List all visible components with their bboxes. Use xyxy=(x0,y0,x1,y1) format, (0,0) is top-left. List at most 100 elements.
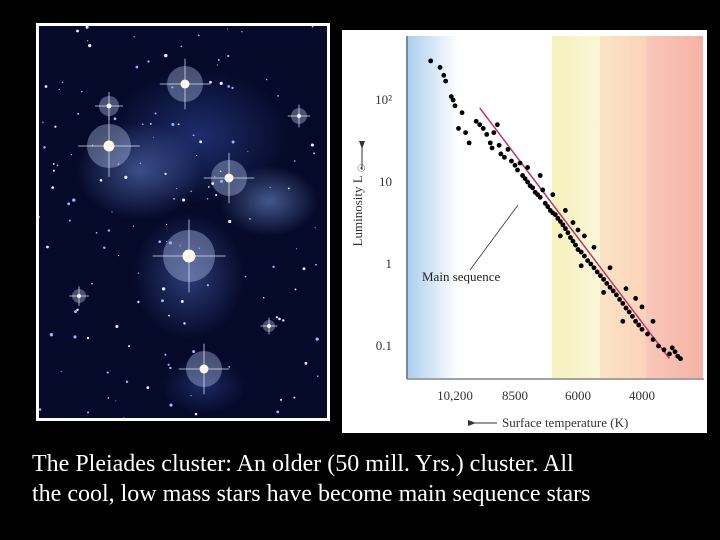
faint-star xyxy=(171,86,174,89)
faint-star xyxy=(73,335,77,339)
data-point xyxy=(540,187,546,193)
faint-star xyxy=(39,215,41,219)
data-point xyxy=(604,280,610,286)
data-point xyxy=(617,297,622,302)
faint-star xyxy=(314,227,316,229)
faint-star xyxy=(123,416,125,418)
faint-star xyxy=(313,152,316,155)
faint-star xyxy=(294,288,297,291)
faint-star xyxy=(153,136,154,138)
faint-star xyxy=(87,411,90,414)
y-tick-label: 10 xyxy=(379,174,392,189)
data-point xyxy=(570,238,576,244)
data-point xyxy=(441,72,447,78)
faint-star xyxy=(107,397,110,399)
data-point xyxy=(650,337,656,342)
faint-star xyxy=(266,78,268,81)
data-point xyxy=(626,309,632,315)
faint-star xyxy=(164,53,168,58)
data-point xyxy=(614,292,619,298)
faint-star xyxy=(176,187,178,190)
data-point xyxy=(639,304,645,310)
data-point xyxy=(633,296,638,301)
faint-star xyxy=(217,58,220,61)
data-point xyxy=(525,165,530,170)
faint-star xyxy=(231,140,235,144)
faint-star xyxy=(311,26,314,28)
faint-star xyxy=(70,153,73,156)
data-point xyxy=(610,288,616,294)
faint-star xyxy=(76,29,79,33)
data-point xyxy=(582,253,587,259)
data-point xyxy=(568,235,573,240)
data-point xyxy=(530,185,536,191)
faint-star xyxy=(137,272,140,274)
faint-star xyxy=(227,54,230,58)
faint-star xyxy=(168,314,170,317)
faint-star xyxy=(139,162,141,164)
faint-star xyxy=(161,287,166,291)
faint-star xyxy=(182,198,186,202)
data-point xyxy=(667,351,672,357)
hr-diagram: 10² 10 1 0.1 10,200 8500 6000 4000 Luminosity … xyxy=(350,36,704,430)
data-point xyxy=(645,331,650,337)
faint-star xyxy=(133,36,135,38)
faint-star xyxy=(142,123,144,125)
faint-star xyxy=(115,324,119,329)
data-point xyxy=(578,263,584,269)
faint-star xyxy=(219,170,222,173)
data-point xyxy=(607,284,613,290)
data-point xyxy=(557,219,563,224)
data-point xyxy=(557,233,563,239)
data-point xyxy=(601,276,606,282)
faint-star xyxy=(278,317,281,321)
faint-star xyxy=(190,395,192,397)
data-point xyxy=(672,349,678,355)
faint-star xyxy=(42,121,44,123)
data-point xyxy=(594,269,600,275)
faint-star xyxy=(179,245,181,247)
hot-star-band xyxy=(406,36,458,378)
faint-star xyxy=(127,345,131,348)
data-point xyxy=(620,301,626,306)
y-tick-labels: 10² 10 1 0.1 xyxy=(375,92,392,353)
data-point xyxy=(620,318,626,324)
faint-star xyxy=(227,85,231,88)
data-point xyxy=(459,110,465,116)
faint-star xyxy=(241,31,243,33)
faint-star xyxy=(194,412,198,416)
data-point xyxy=(661,347,667,353)
faint-star xyxy=(226,28,229,30)
data-point xyxy=(443,78,449,84)
faint-star xyxy=(117,163,120,166)
data-point xyxy=(542,200,548,206)
faint-star xyxy=(85,26,89,29)
data-point xyxy=(550,192,556,198)
faint-star xyxy=(43,146,46,149)
data-point xyxy=(498,151,504,157)
data-point xyxy=(496,142,502,148)
main-sequence-annotation: Main sequence xyxy=(422,269,501,284)
data-point xyxy=(552,212,558,218)
faint-star xyxy=(58,88,60,90)
faint-star xyxy=(158,240,162,244)
faint-star xyxy=(124,175,128,179)
faint-star xyxy=(214,176,216,178)
faint-star xyxy=(117,254,120,257)
data-point xyxy=(560,222,566,228)
data-point xyxy=(563,208,568,213)
faint-star xyxy=(115,400,117,402)
faint-star xyxy=(61,81,64,84)
faint-star xyxy=(180,45,183,48)
data-point xyxy=(522,176,528,182)
data-point xyxy=(477,122,483,128)
data-point xyxy=(607,265,613,271)
data-point xyxy=(452,103,458,109)
data-point xyxy=(494,122,500,128)
x-tick-label: 8500 xyxy=(502,388,528,403)
faint-star xyxy=(209,80,212,84)
faint-star xyxy=(46,245,49,249)
faint-star xyxy=(287,187,290,190)
data-point xyxy=(582,233,587,239)
data-point xyxy=(473,118,479,124)
